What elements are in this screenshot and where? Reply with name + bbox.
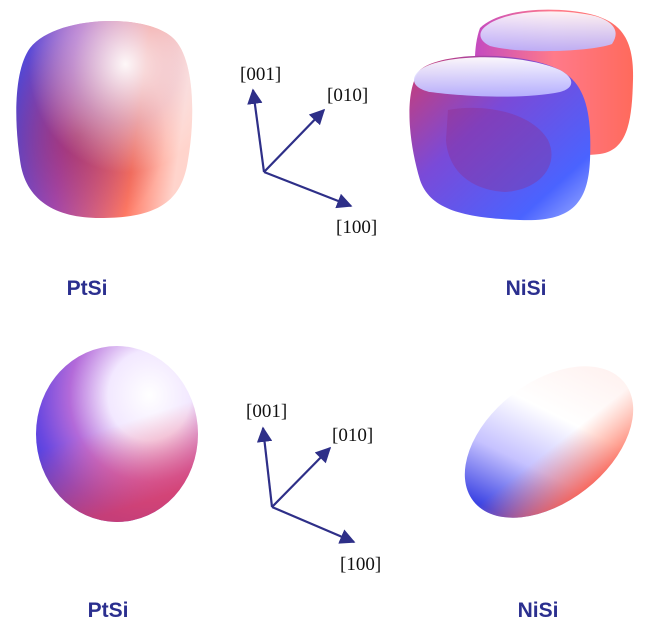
axis-010-arrow [271, 446, 332, 508]
axis-label-001: [001] [240, 64, 281, 85]
nisi-label-top: NiSi [506, 277, 547, 300]
axis-label-010: [010] [327, 85, 368, 106]
ptsi-surface-top [16, 20, 193, 218]
nisi-label-bottom: NiSi [518, 599, 559, 622]
axis-label-001: [001] [246, 401, 287, 422]
ptsi-label-bottom: PtSi [88, 599, 129, 622]
axis-001-arrow [247, 88, 266, 173]
ptsi-label-top: PtSi [67, 277, 108, 300]
nisi-surface-top [409, 9, 634, 221]
ptsi-surface-bottom [36, 346, 198, 522]
axis-010-arrow [263, 108, 326, 173]
axis-001-arrow [256, 426, 274, 508]
crystal-axes-bottom: [001] [010] [100] [246, 401, 381, 575]
axis-100-arrow [271, 505, 356, 544]
crystal-axes-top: [001] [010] [100] [240, 64, 377, 238]
nisi-surface-bottom [464, 366, 634, 518]
axis-100-arrow [263, 170, 353, 209]
axis-label-100: [100] [336, 217, 377, 238]
axis-label-100: [100] [340, 554, 381, 575]
axis-label-010: [010] [332, 425, 373, 446]
